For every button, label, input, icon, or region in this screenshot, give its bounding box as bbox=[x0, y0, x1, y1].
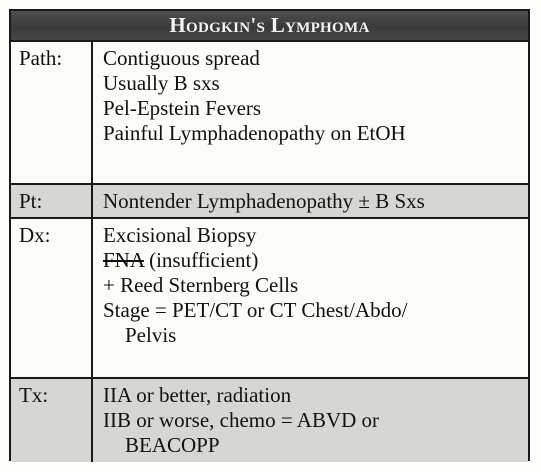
row-content: IIA or better, radiation IIB or worse, c… bbox=[92, 378, 528, 462]
row-tx: Tx: IIA or better, radiation IIB or wors… bbox=[11, 378, 528, 462]
row-path: Path: Contiguous spread Usually B sxs Pe… bbox=[11, 41, 528, 184]
content-line: + Reed Sternberg Cells bbox=[103, 273, 299, 297]
content-line: Nontender Lymphadenopathy ± B Sxs bbox=[103, 189, 425, 213]
content-line: IIA or better, radiation bbox=[103, 383, 292, 407]
facts-table: Path: Contiguous spread Usually B sxs Pe… bbox=[11, 40, 528, 462]
content-line: Contiguous spread bbox=[103, 46, 260, 70]
hodgkins-lymphoma-card: Hodgkin's Lymphoma Path: Contiguous spre… bbox=[9, 9, 530, 462]
row-content: Nontender Lymphadenopathy ± B Sxs bbox=[92, 184, 528, 218]
row-content: Contiguous spread Usually B sxs Pel-Epst… bbox=[92, 41, 528, 184]
content-line: Stage = PET/CT or CT Chest/Abdo/ bbox=[103, 298, 408, 322]
content-line: Excisional Biopsy bbox=[103, 223, 257, 247]
card-title: Hodgkin's Lymphoma bbox=[11, 11, 528, 40]
row-label: Tx: bbox=[11, 378, 93, 462]
struck-text: FNA bbox=[103, 248, 144, 272]
content-line: Usually B sxs bbox=[103, 71, 220, 95]
row-pt: Pt: Nontender Lymphadenopathy ± B Sxs bbox=[11, 184, 528, 218]
content-line: IIB or worse, chemo = ABVD or bbox=[103, 408, 380, 432]
content-line: Pelvis bbox=[125, 323, 177, 347]
content-line: Painful Lymphadenopathy on EtOH bbox=[103, 121, 406, 145]
row-label: Dx: bbox=[11, 218, 93, 378]
struck-note: (insufficient) bbox=[143, 248, 259, 272]
row-dx: Dx: Excisional Biopsy FNA (insufficient)… bbox=[11, 218, 528, 378]
content-line: Pel-Epstein Fevers bbox=[103, 96, 262, 120]
row-content: Excisional Biopsy FNA (insufficient) + R… bbox=[92, 218, 528, 378]
row-label: Path: bbox=[11, 41, 93, 184]
row-label: Pt: bbox=[11, 184, 93, 218]
content-line: BEACOPP bbox=[125, 433, 220, 457]
content-line: FNA (insufficient) bbox=[103, 248, 522, 273]
